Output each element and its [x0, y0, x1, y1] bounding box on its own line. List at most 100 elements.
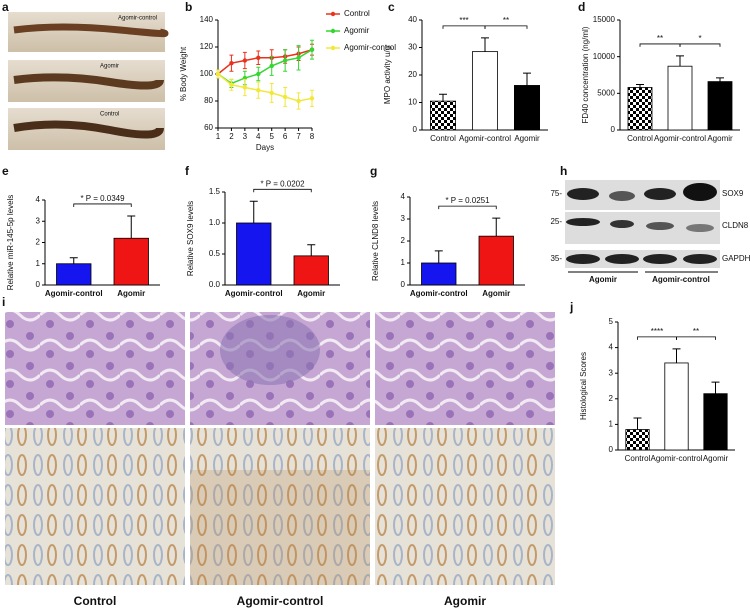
bar [56, 263, 92, 286]
y-tick-label: 1 [609, 420, 614, 429]
bar [664, 362, 689, 451]
legend-swatch [330, 28, 336, 34]
y-axis-label: Histological Scores [579, 352, 588, 420]
x-tick-label: Agomir [482, 289, 510, 298]
bar [667, 65, 693, 131]
significance-bracket [639, 43, 681, 47]
y-tick-label: 0.5 [209, 249, 221, 258]
error-bar [711, 381, 720, 394]
y-tick-label: 3 [609, 368, 614, 377]
x-tick-label: Control [627, 134, 653, 143]
significance-label: * P = 0.0251 [445, 196, 490, 205]
legend-label: Agomir [344, 26, 370, 35]
significance-bracket [676, 336, 716, 340]
y-axis-label: MPO activity u/g [383, 46, 392, 104]
x-axis-label: Days [256, 143, 274, 152]
error-bar [676, 55, 684, 67]
point [282, 94, 288, 100]
colon-photos: Agomir-control Agomir Control [8, 12, 169, 150]
point [242, 85, 248, 90]
significance-label: ** [657, 34, 663, 43]
error-bar [127, 215, 136, 239]
error-bar [492, 217, 501, 237]
x-tick-label: Agomir [297, 289, 325, 298]
x-tick-label: 8 [310, 132, 315, 141]
series-line [217, 73, 313, 102]
point [256, 71, 261, 77]
bar [703, 393, 728, 451]
panel-label: j [569, 300, 573, 314]
significance-bracket [484, 25, 528, 29]
significance-bracket [253, 188, 312, 193]
photo-label: Agomir-control [118, 16, 157, 22]
y-tick-label: 2 [609, 394, 614, 403]
panel-label: i [2, 295, 5, 309]
panel-label: b [185, 0, 192, 14]
panel-label: h [560, 164, 567, 178]
band-label: GAPDH [722, 254, 750, 263]
y-tick-label: 4 [401, 192, 406, 201]
panel-label: a [2, 0, 9, 14]
column-label: Control [74, 594, 117, 608]
error-bar [633, 417, 642, 430]
y-axis-label: % Body Weight [179, 46, 188, 101]
legend-swatch [330, 11, 336, 17]
y-tick-label: 40 [408, 15, 417, 24]
y-tick-label: 1 [401, 258, 406, 267]
panel-label: e [2, 164, 9, 178]
y-tick-label: 1.0 [209, 218, 221, 227]
y-tick-label: 80 [204, 96, 213, 105]
significance-bracket [637, 336, 677, 340]
x-tick-label: Control [625, 454, 651, 463]
error-bar [69, 257, 78, 264]
y-tick-label: 4 [36, 195, 41, 204]
error-bar [523, 72, 531, 86]
y-tick-label: 0.0 [209, 280, 221, 289]
y-tick-label: 3 [36, 216, 41, 225]
y-tick-label: 1.5 [209, 187, 221, 196]
size-marker: 25- [550, 217, 562, 226]
point [229, 82, 234, 88]
point [256, 88, 261, 93]
error-bar [481, 37, 489, 52]
y-tick-label: 1 [36, 259, 41, 268]
x-tick-label: Agomir [707, 134, 733, 143]
legend-swatch [330, 45, 336, 51]
x-tick-label: Control [430, 134, 456, 143]
y-tick-label: 120 [200, 42, 214, 51]
x-tick-label: 3 [243, 132, 248, 141]
y-axis-label: FD40 concentration (ng/ml) [581, 26, 590, 123]
error-bar [307, 244, 316, 256]
y-tick-label: 5000 [597, 88, 615, 97]
y-tick-label: 10 [408, 98, 417, 107]
significance-label: * P = 0.0349 [80, 194, 125, 203]
point [242, 58, 248, 63]
bar [293, 255, 329, 286]
point [229, 61, 234, 66]
y-tick-label: 30 [408, 43, 417, 52]
point [309, 96, 315, 101]
point [215, 71, 221, 77]
bar [478, 235, 514, 286]
size-marker: 75- [550, 189, 562, 198]
x-tick-label: 5 [269, 132, 274, 141]
size-marker: 35- [550, 254, 562, 263]
error-bar [439, 93, 447, 102]
group-label: Agomir [589, 275, 617, 284]
y-tick-label: 15000 [593, 15, 616, 24]
panel-label: c [388, 0, 395, 14]
western-blot: SOX9 CLDN8 GAPDH 75- 25- 35- Agomir Agom… [550, 180, 750, 284]
significance-bracket [73, 203, 132, 207]
y-tick-label: 10000 [593, 52, 616, 61]
panel-label: d [578, 0, 585, 14]
y-tick-label: 4 [609, 343, 614, 352]
significance-label: *** [459, 16, 468, 25]
x-tick-label: Agomir-control [410, 289, 468, 298]
x-tick-label: Agomir-control [225, 289, 283, 298]
y-tick-label: 60 [204, 123, 213, 132]
series-line [217, 48, 313, 75]
x-tick-label: Agomir-control [45, 289, 103, 298]
bar [236, 222, 272, 286]
bar [113, 237, 149, 286]
legend-label: Agomir-control [344, 43, 396, 52]
